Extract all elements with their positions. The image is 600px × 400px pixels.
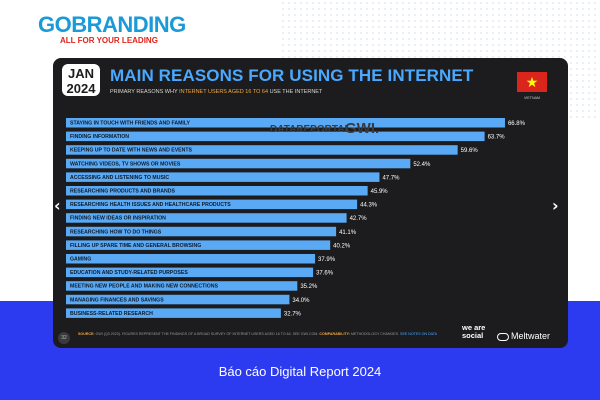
bar <box>66 118 505 128</box>
category-label: KEEPING UP TO DATE WITH NEWS AND EVENTS <box>70 148 193 154</box>
subtitle-post: USE THE INTERNET <box>269 89 323 95</box>
bar <box>66 281 298 291</box>
category-label: MANAGING FINANCES AND SAVINGS <box>70 297 164 303</box>
flag-star-icon: ★ <box>525 74 539 90</box>
comparability-text: METHODOLOGY CHANGES. <box>350 332 400 336</box>
we-are-social-logo: we are social <box>462 324 488 339</box>
partner-we-are-social: we are social <box>462 323 486 340</box>
brand-logo: GOBRANDING ALL FOR YOUR LEADING <box>38 14 186 46</box>
category-label: RESEARCHING HEALTH ISSUES AND HEALTHCARE… <box>70 202 231 208</box>
logo-tagline: ALL FOR YOUR LEADING <box>60 36 158 45</box>
bar <box>66 213 347 223</box>
subtitle-pre: PRIMARY REASONS WHY <box>110 89 178 95</box>
value-label: 45.9% <box>371 189 389 195</box>
bar <box>66 199 358 210</box>
next-slide-arrow-icon[interactable]: › <box>552 196 559 215</box>
value-label: 42.7% <box>350 216 368 222</box>
category-label: RESEARCHING HOW TO DO THINGS <box>70 229 162 235</box>
category-label: GAMING <box>70 257 91 263</box>
date-year: 2024 <box>66 81 96 96</box>
subtitle-highlight: INTERNET USERS AGED 16 TO 64 <box>179 89 269 95</box>
value-label: 63.7% <box>488 135 506 141</box>
value-label: 44.3% <box>360 203 378 209</box>
source-label: SOURCE: <box>78 332 95 336</box>
category-label: WATCHING VIDEOS, TV SHOWS OR MOVIES <box>70 161 181 167</box>
bar <box>66 226 337 237</box>
vietnam-flag-icon: ★ <box>517 72 547 92</box>
footer-caption: Báo cáo Digital Report 2024 <box>218 364 382 379</box>
page-number: 32 <box>58 332 70 344</box>
value-label: 59.6% <box>461 148 479 154</box>
chart-subtitle: PRIMARY REASONS WHY INTERNET USERS AGED … <box>110 89 322 95</box>
value-label: 52.4% <box>413 162 431 168</box>
category-label: FINDING INFORMATION <box>70 134 129 140</box>
source-text: GWI (Q3 2023). FIGURES REPRESENT THE FIN… <box>95 332 319 336</box>
bar <box>66 254 316 264</box>
date-month: JAN <box>67 66 94 81</box>
date-badge: JAN 2024 <box>62 64 100 96</box>
bar <box>66 158 411 169</box>
category-label: MEETING NEW PEOPLE AND MAKING NEW CONNEC… <box>70 284 218 290</box>
value-label: 32.7% <box>284 311 302 317</box>
category-label: ACCESSING AND LISTENING TO MUSIC <box>70 175 169 181</box>
category-label: RESEARCHING PRODUCTS AND BRANDS <box>70 189 176 195</box>
value-label: 40.2% <box>333 243 351 249</box>
bar <box>66 294 290 305</box>
bar <box>66 131 485 142</box>
logo-text: GOBRANDING <box>38 12 186 37</box>
prev-slide-arrow-icon[interactable]: ‹ <box>54 196 61 215</box>
category-label: BUSINESS-RELATED RESEARCH <box>70 311 153 317</box>
category-label: EDUCATION AND STUDY-RELATED PURPOSES <box>70 270 188 276</box>
category-label: FINDING NEW IDEAS OR INSPIRATION <box>70 216 166 222</box>
watermark-datareportal: DATAREPORTAL <box>270 124 351 135</box>
category-label: STAYING IN TOUCH WITH FRIENDS AND FAMILY <box>70 121 191 127</box>
value-label: 34.0% <box>292 298 310 304</box>
value-label: 37.9% <box>318 257 336 263</box>
bar <box>66 240 331 250</box>
country-label: VIETNAM <box>524 96 540 100</box>
bar <box>66 172 380 182</box>
value-label: 35.2% <box>300 284 318 290</box>
bar <box>66 308 281 318</box>
source-note: SOURCE: GWI (Q3 2023). FIGURES REPRESENT… <box>78 332 437 336</box>
partner-meltwater: Meltwater <box>511 331 551 341</box>
bar <box>66 186 368 196</box>
chart-title: MAIN REASONS FOR USING THE INTERNET <box>110 66 474 85</box>
value-label: 66.8% <box>508 121 526 127</box>
notes-link[interactable]: SEE NOTES ON DATA <box>400 332 438 336</box>
comparability-label: COMPARABILITY: <box>319 332 350 336</box>
value-label: 41.1% <box>339 230 357 236</box>
watermark-gwi: GWI. <box>345 120 380 137</box>
value-label: 47.7% <box>382 175 400 181</box>
meltwater-icon <box>497 332 509 341</box>
category-label: FILLING UP SPARE TIME AND GENERAL BROWSI… <box>70 243 201 249</box>
meltwater-logo: Meltwater <box>497 331 550 341</box>
bar <box>66 267 314 278</box>
value-label: 37.6% <box>316 271 334 277</box>
bar <box>66 145 458 155</box>
